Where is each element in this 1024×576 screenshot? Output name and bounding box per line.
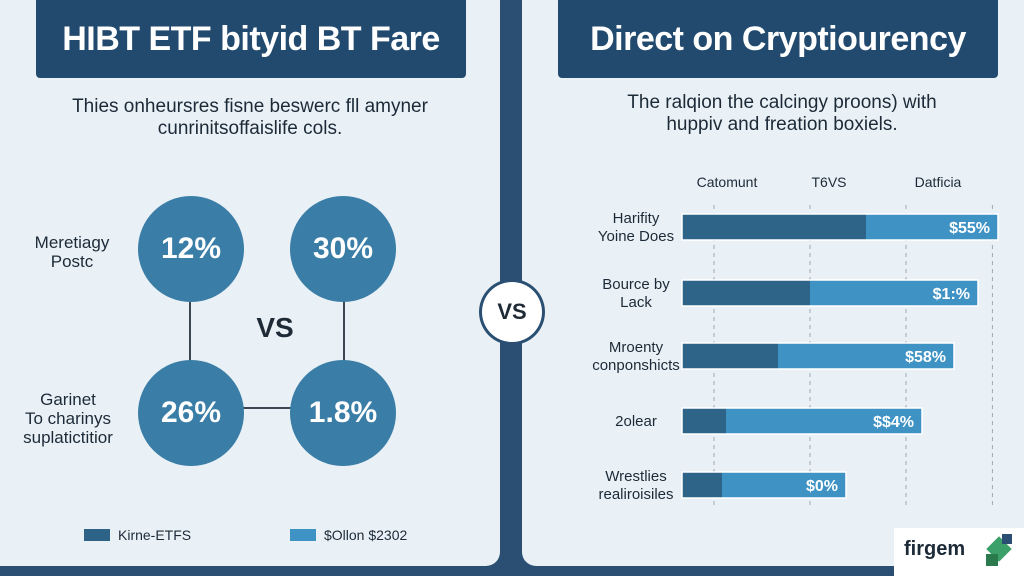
row2-label-line1: Garinet <box>40 390 96 409</box>
category-label-0-1: Yoine Does <box>598 228 674 245</box>
connector-right-vertical <box>343 300 345 366</box>
left-subtitle: Thies onheursres fisne beswerc fll amyne… <box>40 96 460 140</box>
bar-1-series-0 <box>682 280 810 306</box>
column-header-0: Catomunt <box>697 174 758 190</box>
bar-2-series-0 <box>682 343 778 369</box>
category-label-2-0: Mroenty <box>609 339 664 356</box>
connector-bottom-horizontal <box>243 407 293 409</box>
column-header-2: Datficia <box>915 174 962 190</box>
bar-outline-1 <box>681 279 979 307</box>
data-label-2: $58% <box>905 349 946 366</box>
legend-swatch-dollar <box>290 529 316 541</box>
bar-1-series-1 <box>810 280 978 306</box>
right-subtitle-line2: huppiv and freation boxiels. <box>666 114 898 135</box>
stat-circle-top-right: 30% <box>290 196 396 302</box>
bar-outline-3 <box>681 407 923 435</box>
legend-swatch-etfs <box>84 529 110 541</box>
left-subtitle-line2: cunrinitsoffaislife cols. <box>157 118 343 139</box>
left-subtitle-line1: Thies onheursres fisne beswerc fll amyne… <box>72 96 428 117</box>
bar-outline-0 <box>681 213 999 241</box>
stat-circle-bottom-right: 1.8% <box>290 360 396 466</box>
right-panel: Direct on Cryptiourency The ralqion the … <box>522 0 1024 566</box>
row1-label: Meretiagy Postc <box>12 233 132 271</box>
bar-4-series-1 <box>722 472 846 498</box>
logo-mark-icon <box>986 534 1012 566</box>
row2-label: Garinet To charinys suplatictitior <box>6 390 130 447</box>
category-label-4-1: realiroisiles <box>598 486 673 503</box>
bar-2-series-1 <box>778 343 954 369</box>
bar-0-series-1 <box>866 214 998 240</box>
data-label-3: $$4% <box>873 414 914 431</box>
bar-0-series-0 <box>682 214 866 240</box>
bar-outline-2 <box>681 342 955 370</box>
left-vs-text: VS <box>256 312 294 343</box>
row1-label-line1: Meretiagy <box>34 233 110 252</box>
right-subtitle-line1: The ralqion the calcingy proons) with <box>627 92 937 113</box>
vs-badge: VS <box>482 282 542 342</box>
bar-4-series-0 <box>682 472 722 498</box>
bar-3-series-1 <box>726 408 922 434</box>
row1-label-line2: Postc <box>50 252 94 271</box>
data-label-4: $0% <box>806 478 838 495</box>
category-label-0-0: Harifity <box>613 210 660 227</box>
legend-label-etfs: Kirne-ETFS <box>118 527 192 543</box>
category-label-1-0: Bource by <box>602 276 670 293</box>
row2-label-line2: To charinys <box>25 409 111 428</box>
data-label-1: $1:% <box>933 286 970 303</box>
data-label-0: $55% <box>949 220 990 237</box>
left-title: HIBT ETF bityid BT Fare <box>36 0 466 78</box>
stat-circle-top-left: 12% <box>138 196 244 302</box>
bar-outline-4 <box>681 471 847 499</box>
logo-text: firgem <box>904 538 966 560</box>
left-panel: HIBT ETF bityid BT Fare Thies onheursres… <box>0 0 500 566</box>
logo: firgem <box>894 528 1024 576</box>
category-label-3-0: 2olear <box>615 413 657 430</box>
row2-label-line3: suplatictitior <box>23 428 113 447</box>
connector-left-vertical <box>189 300 191 366</box>
legend-label-dollar: $Ollon $2302 <box>324 527 408 543</box>
category-label-2-1: conponshicts <box>592 357 680 374</box>
stat-circle-bottom-left: 26% <box>138 360 244 466</box>
right-subtitle: The ralqion the calcingy proons) with hu… <box>562 92 1002 136</box>
bar-3-series-0 <box>682 408 726 434</box>
category-label-1-1: Lack <box>620 294 652 311</box>
category-label-4-0: Wrestlies <box>605 468 666 485</box>
column-header-1: T6VS <box>811 174 846 190</box>
right-title: Direct on Cryptiourency <box>558 0 998 78</box>
